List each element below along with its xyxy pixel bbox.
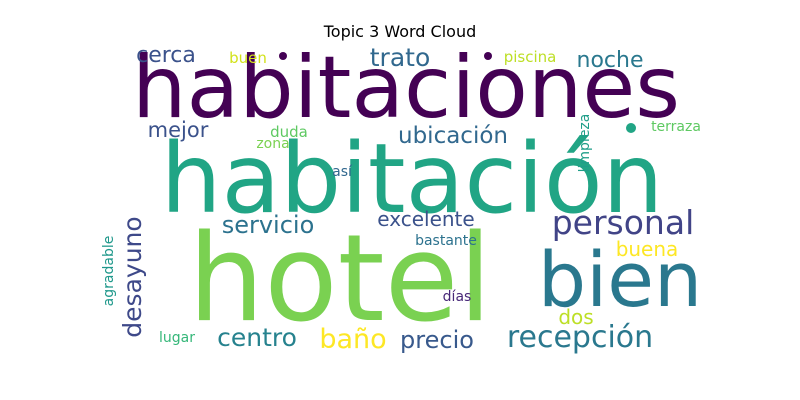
- word-buena: buena: [616, 237, 679, 261]
- word-duda: duda: [270, 123, 308, 141]
- word-noche: noche: [577, 48, 644, 73]
- word-lugar: lugar: [159, 330, 195, 346]
- word-terraza: terraza: [651, 119, 701, 135]
- cloud-dot: [279, 52, 287, 60]
- word-agradable: agradable: [101, 236, 117, 307]
- word-trato: trato: [370, 43, 431, 72]
- cloud-dot: [484, 52, 492, 60]
- chart-title: Topic 3 Word Cloud: [323, 22, 477, 41]
- word-bano: baño: [319, 324, 386, 355]
- word-cerca: cerca: [136, 43, 196, 68]
- word-dias: días: [443, 289, 472, 305]
- word-bastante: bastante: [415, 233, 477, 249]
- word-dos: dos: [558, 305, 593, 329]
- word-precio: precio: [400, 326, 474, 354]
- word-ubicacion: ubicación: [398, 123, 508, 149]
- word-limpieza: limpieza: [577, 114, 593, 173]
- word-servicio: servicio: [222, 211, 315, 239]
- word-bien: bien: [538, 235, 702, 324]
- word-personal: personal: [552, 203, 695, 242]
- word-zona: zona: [256, 136, 289, 152]
- word-recepcion: recepción: [507, 320, 653, 355]
- word-habitacion: habitación: [161, 123, 664, 235]
- word-habitaciones: habitaciones: [132, 38, 680, 138]
- word-asi: así: [332, 164, 353, 180]
- word-centro: centro: [217, 323, 297, 352]
- word-mejor: mejor: [148, 118, 209, 142]
- word-hotel: hotel: [188, 210, 492, 349]
- word-piscina: piscina: [504, 48, 557, 66]
- word-buen: buen: [229, 49, 267, 67]
- word-desayuno: desayuno: [118, 216, 147, 337]
- cloud-dot: [626, 123, 636, 133]
- word-excelente: excelente: [377, 207, 474, 231]
